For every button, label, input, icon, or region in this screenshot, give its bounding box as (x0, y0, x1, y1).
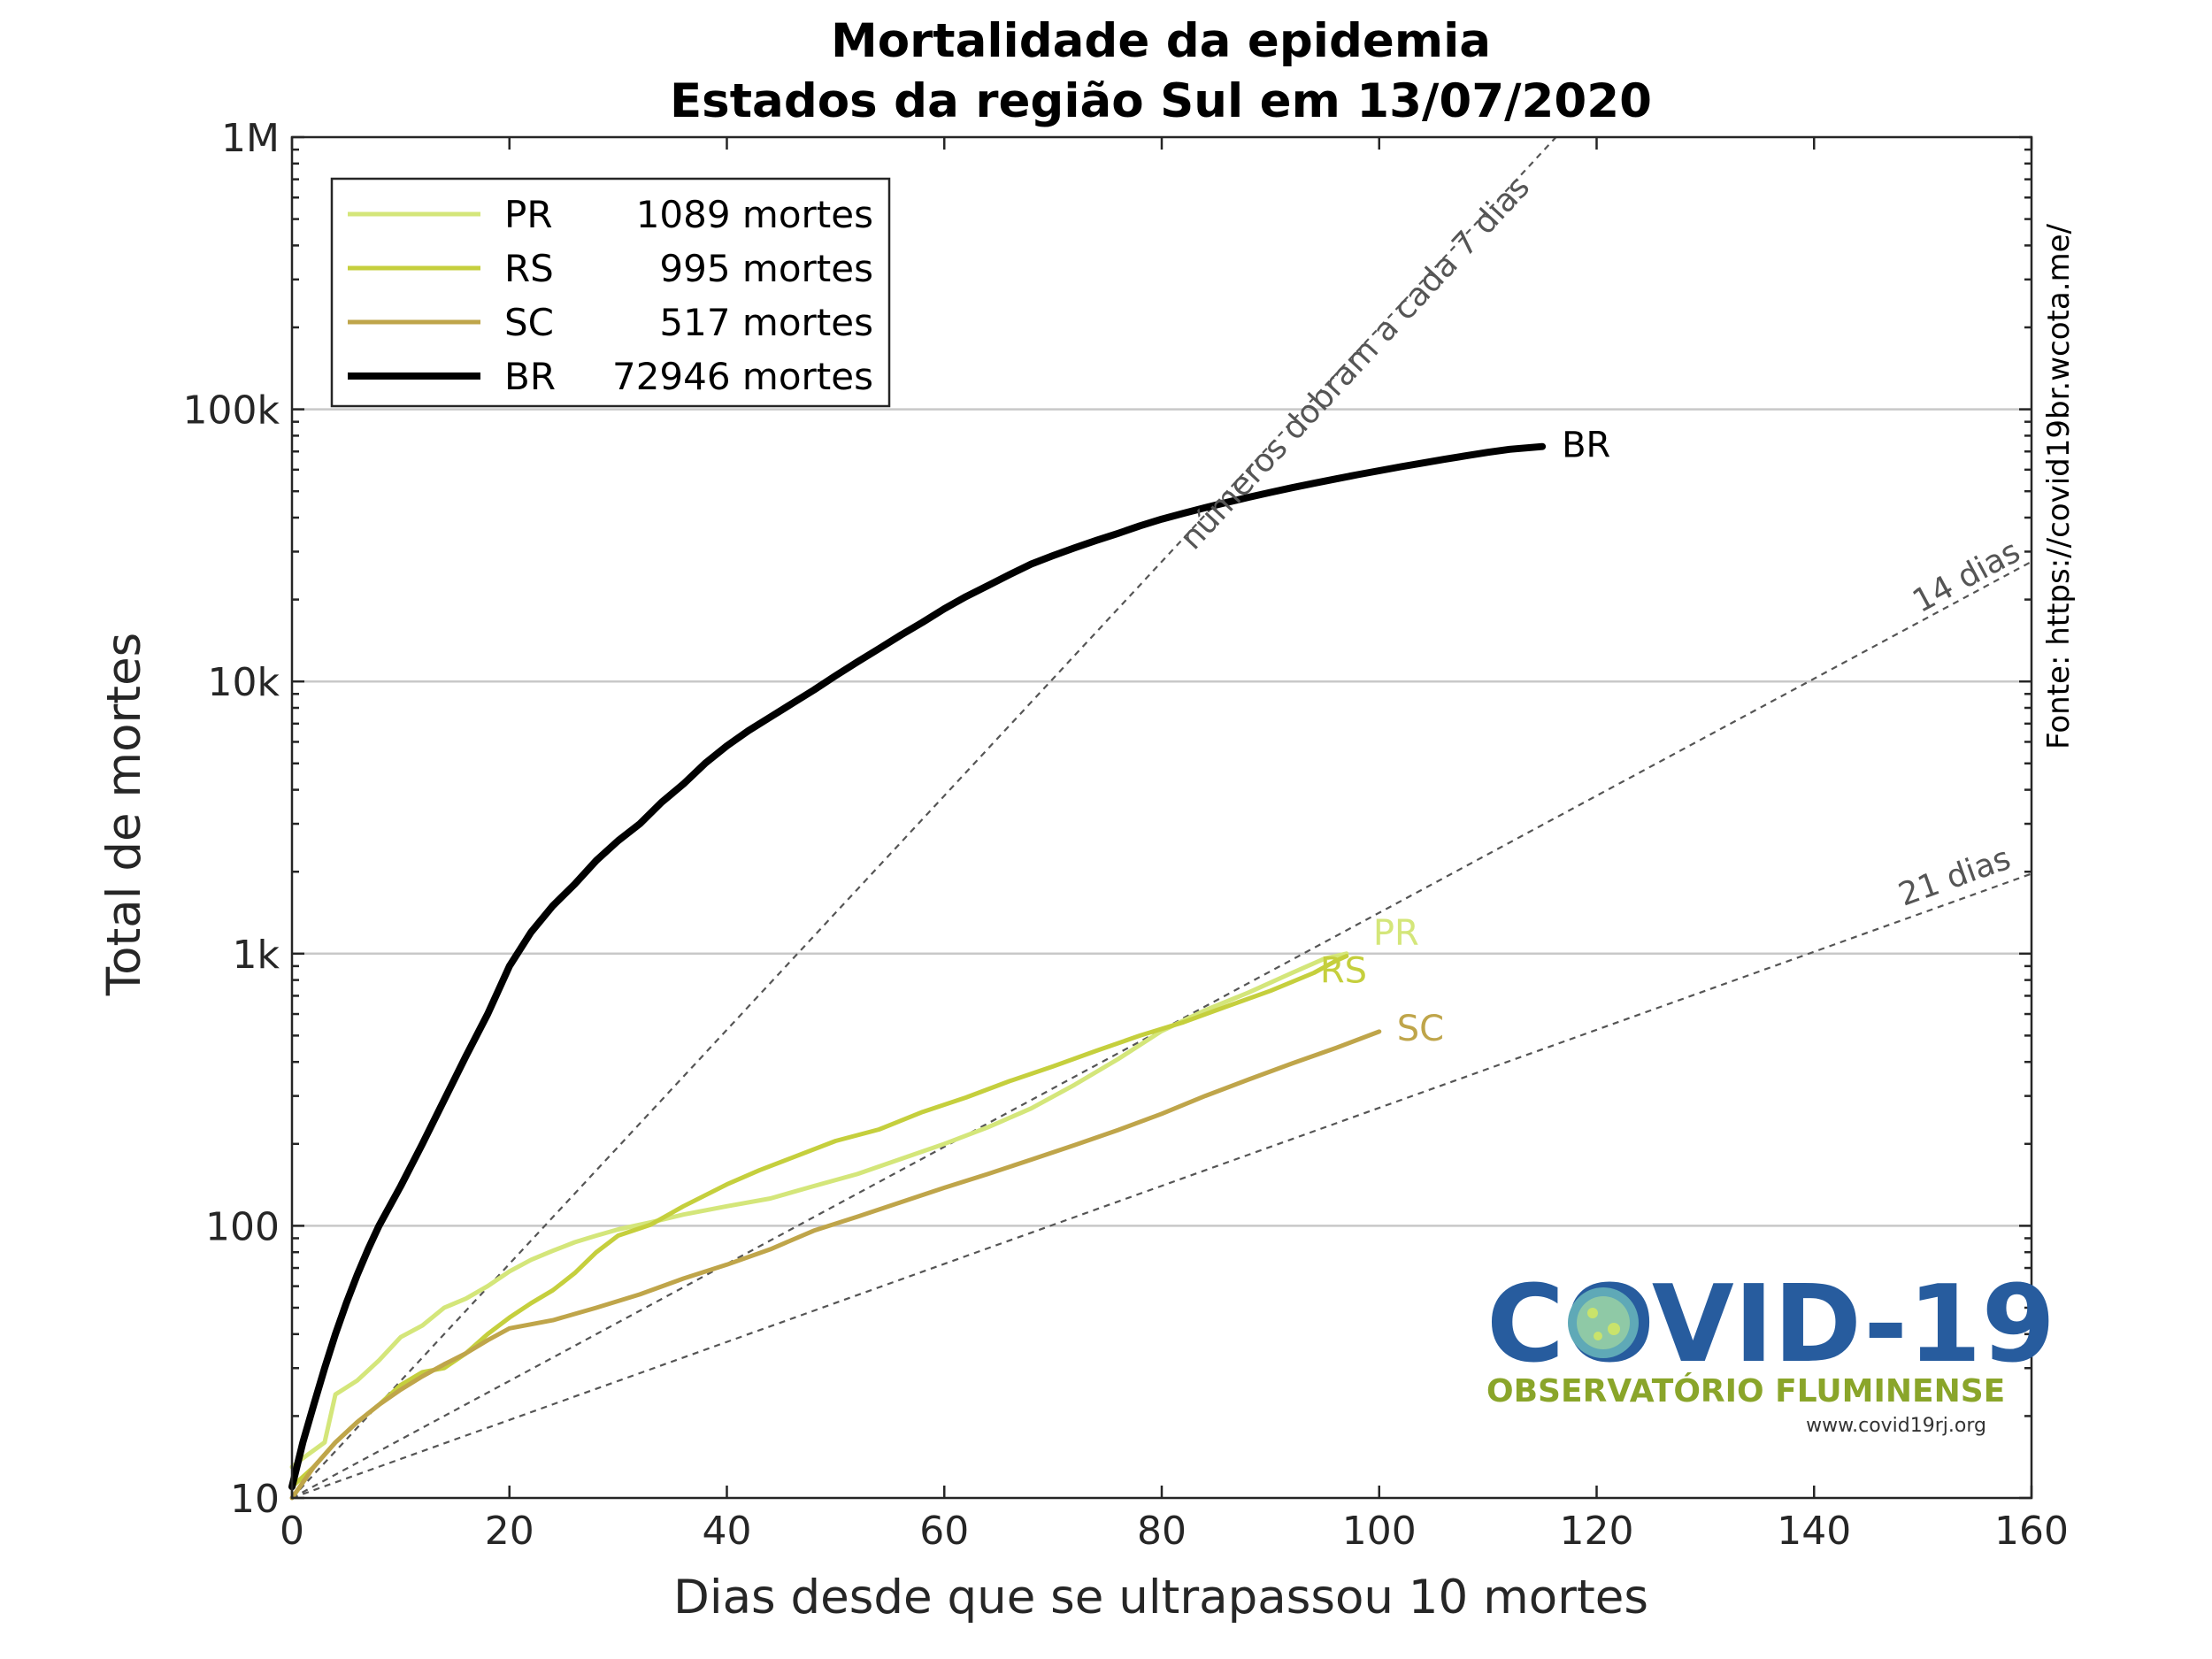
series-line-pr (289, 951, 1349, 1470)
logo-url: www.covid19rj.org (1806, 1415, 1986, 1437)
logo-subtitle: OBSERVATÓRIO FLUMINENSE (1486, 1372, 2005, 1409)
x-tick-label: 20 (485, 1509, 534, 1554)
plot-frame (290, 135, 2033, 1500)
x-tick-label: 40 (703, 1509, 752, 1554)
y-axis-label: Total de mortes (97, 633, 151, 997)
y-tick-label: 1k (233, 933, 280, 978)
series-end-label-br: BR (1562, 426, 1610, 466)
reference-line-label: números dobram a cada 7 dias (1173, 169, 1537, 557)
reference-line (292, 137, 1558, 1498)
x-tick-label: 100 (1342, 1509, 1417, 1554)
chart-title-line-2: Estados da região Sul em 13/07/2020 (670, 74, 1652, 128)
x-tick-label: 80 (1137, 1509, 1187, 1554)
series-end-label-sc: SC (1397, 1009, 1444, 1049)
reference-line-label: 14 dias (1907, 534, 2026, 620)
legend: PR 1089 mortes RS 995 mortes SC 517 mortes BR 7… (330, 177, 891, 408)
reference-lines (292, 137, 2032, 1498)
reference-line (292, 560, 2032, 1498)
x-axis-label: Dias desde que se ultrapassou 10 mortes (673, 1571, 1648, 1624)
y-tick-label: 100 (205, 1204, 280, 1249)
legend-series-value: 1089 mortes (636, 193, 873, 236)
legend-series-value: 517 mortes (659, 301, 873, 344)
legend-series-name: PR (504, 193, 553, 236)
series-line-br (288, 442, 1547, 1491)
reference-line-label: 21 dias (1894, 841, 2016, 914)
legend-series-name: BR (504, 355, 556, 398)
series-end-label-pr: PR (1373, 913, 1419, 954)
chart-title-line-1: Mortalidade da epidemia (831, 14, 1491, 68)
legend-series-name: SC (504, 301, 554, 344)
x-tick-label: 160 (1994, 1509, 2069, 1554)
series-line-sc (289, 1029, 1382, 1501)
legend-series-value: 72946 mortes (612, 355, 873, 398)
x-tick-label: 60 (919, 1509, 969, 1554)
source-note: Fonte: https://covid19br.wcota.me/ (2041, 223, 2077, 749)
gridlines (292, 408, 2032, 1227)
y-tick-label: 1M (221, 116, 280, 161)
x-tick-label: 0 (280, 1509, 304, 1554)
x-tick-label: 140 (1777, 1509, 1851, 1554)
series-end-label-rs: RS (1320, 950, 1367, 991)
legend-series-name: RS (504, 247, 554, 290)
reference-line (292, 872, 2032, 1498)
legend-box (330, 177, 891, 408)
y-tick-label: 100k (183, 388, 280, 434)
covid19-observatorio-logo: COVID-19 OBSERVATÓRIO FLUMINENSE www.cov… (1486, 1263, 2055, 1437)
y-tick-label: 10k (208, 660, 280, 705)
virus-icon (1568, 1287, 1639, 1358)
tick-labels: 0 20 40 60 80 100 120 140 160 10 100 1k 10k 100k 1M (183, 116, 2069, 1554)
y-tick-label: 10 (230, 1477, 280, 1522)
series-line-rs (289, 954, 1349, 1489)
legend-series-value: 995 mortes (659, 247, 873, 290)
x-tick-label: 120 (1560, 1509, 1634, 1554)
